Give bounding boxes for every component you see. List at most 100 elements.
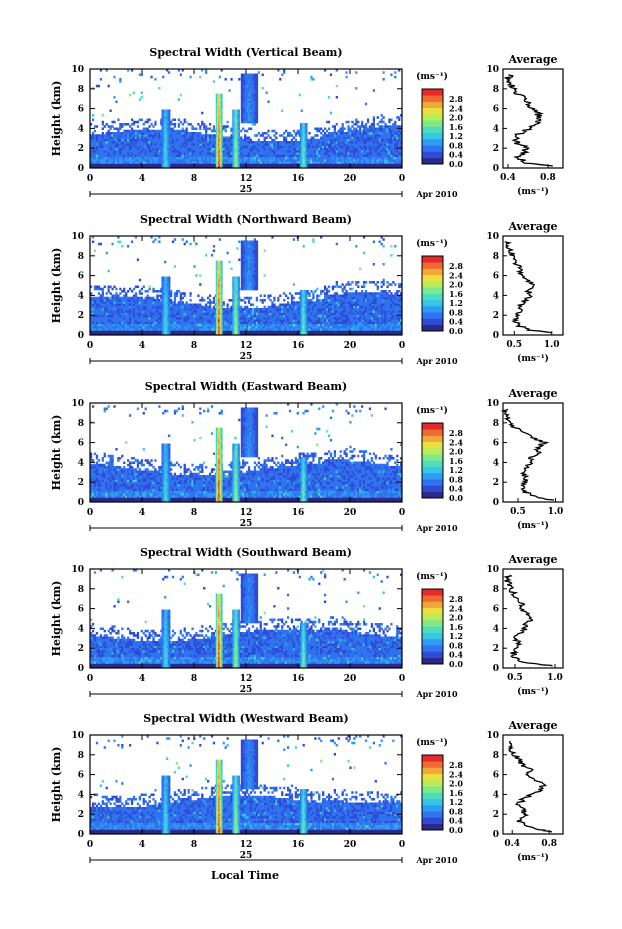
- avg-y-tick-label: 0: [493, 664, 499, 674]
- y-tick-label: 6: [78, 105, 84, 115]
- avg-y-tick-label: 6: [493, 272, 499, 282]
- x-tick-label: 4: [139, 508, 145, 518]
- average-unit: (ms⁻¹): [517, 186, 549, 197]
- date-label: Apr 2010: [415, 689, 458, 699]
- colorbar-tick-label: 2.8: [449, 760, 463, 770]
- avg-y-tick-label: 10: [486, 565, 499, 575]
- colorbar: (ms⁻¹) 0.00.40.81.21.62.02.42.8: [416, 737, 463, 835]
- y-axis-label: Height (km): [50, 415, 63, 491]
- colorbar-swatch: [422, 157, 443, 165]
- colorbar-tick-label: 2.4: [449, 103, 463, 113]
- colorbar-swatch: [422, 773, 443, 781]
- x-tick-label: 16: [292, 174, 305, 184]
- avg-x-tick-label: 1.0: [547, 673, 563, 683]
- colorbar-swatch: [422, 466, 443, 474]
- y-axis-label: Height (km): [50, 81, 63, 157]
- colorbar-swatch: [422, 107, 443, 115]
- avg-y-tick-label: 2: [493, 810, 499, 820]
- colorbar-swatch: [422, 639, 443, 646]
- x-tick-label: 0: [87, 508, 93, 518]
- avg-y-tick-label: 8: [493, 585, 499, 595]
- colorbar-tick-label: 2.0: [449, 447, 463, 457]
- colorbar-tick-label: 2.0: [449, 280, 463, 290]
- colorbar-tick-label: 0.4: [449, 317, 463, 327]
- colorbar-swatch: [422, 792, 443, 800]
- colorbar-swatch: [422, 755, 443, 762]
- avg-y-tick-label: 8: [493, 85, 499, 95]
- avg-y-tick-label: 6: [493, 771, 499, 781]
- colorbar-tick-label: 2.8: [449, 261, 463, 271]
- average-unit: (ms⁻¹): [517, 520, 549, 531]
- avg-y-tick-label: 8: [493, 252, 499, 262]
- x-tick-label: 16: [292, 840, 305, 850]
- avg-y-tick-label: 6: [493, 105, 499, 115]
- y-tick-label: 6: [78, 771, 84, 781]
- colorbar-tick-label: 1.2: [449, 797, 463, 807]
- average-title: Average: [507, 719, 557, 732]
- x-tick-label: 0: [87, 341, 93, 351]
- y-tick-label: 0: [78, 664, 84, 674]
- colorbar-swatch: [422, 479, 443, 486]
- x-tick-label: 0: [87, 174, 93, 184]
- avg-x-tick-label: 0.4: [500, 173, 516, 183]
- colorbar-swatch: [422, 324, 443, 332]
- x-tick-label: 0: [399, 174, 405, 184]
- x-tick-label: 16: [292, 508, 305, 518]
- y-tick-label: 4: [78, 624, 84, 634]
- x-tick-label: 12: [240, 674, 253, 684]
- average-unit: (ms⁻¹): [517, 852, 549, 863]
- colorbar-unit: (ms⁻¹): [416, 571, 448, 582]
- average-profile-plot: Average 0 2 4 6 8 10 0.5 1.0 (ms⁻¹): [486, 220, 564, 364]
- colorbar-swatch: [422, 620, 443, 627]
- y-tick-label: 8: [78, 419, 84, 429]
- colorbar-swatch: [422, 268, 443, 276]
- average-profile-plot: Average 0 2 4 6 8 10 0.4 0.8 (ms⁻¹): [486, 719, 564, 863]
- avg-x-tick-label: 0.8: [541, 839, 557, 849]
- date-day: 25: [240, 685, 253, 695]
- colorbar-swatch: [422, 312, 443, 319]
- average-title: Average: [507, 553, 557, 566]
- colorbar-tick-label: 0.0: [449, 659, 463, 669]
- avg-y-tick-label: 0: [493, 331, 499, 341]
- date-day: 25: [240, 352, 253, 362]
- x-tick-label: 20: [344, 840, 357, 850]
- avg-y-tick-label: 6: [493, 439, 499, 449]
- colorbar-swatch: [422, 287, 443, 294]
- colorbar-tick-label: 0.0: [449, 159, 463, 169]
- y-tick-label: 2: [78, 478, 84, 488]
- avg-y-tick-label: 4: [493, 624, 499, 634]
- colorbar-swatch: [422, 614, 443, 621]
- colorbar-tick-label: 2.8: [449, 94, 463, 104]
- colorbar-swatch: [422, 805, 443, 812]
- panel-title: Spectral Width (Vertical Beam): [149, 46, 342, 59]
- colorbar-tick-label: 1.6: [449, 456, 463, 466]
- colorbar-swatch: [422, 101, 443, 109]
- y-tick-label: 2: [78, 311, 84, 321]
- average-unit: (ms⁻¹): [517, 353, 549, 364]
- average-profile-line: [500, 408, 555, 501]
- colorbar-swatch: [422, 429, 443, 436]
- colorbar-swatch: [422, 645, 443, 652]
- colorbar-tick-label: 1.6: [449, 788, 463, 798]
- heatmap-field: [90, 735, 403, 835]
- x-tick-label: 0: [399, 341, 405, 351]
- x-tick-label: 0: [399, 840, 405, 850]
- x-tick-label: 8: [191, 341, 197, 351]
- colorbar-tick-label: 2.4: [449, 769, 463, 779]
- colorbar-swatch: [422, 817, 443, 825]
- heatmap-field: [90, 236, 403, 336]
- colorbar: (ms⁻¹) 0.00.40.81.21.62.02.42.8: [416, 238, 463, 336]
- colorbar-swatch: [422, 632, 443, 640]
- colorbar-swatch: [422, 120, 443, 127]
- colorbar-swatch: [422, 454, 443, 461]
- avg-x-tick-label: 1.0: [548, 507, 564, 517]
- avg-y-tick-label: 10: [486, 65, 499, 75]
- colorbar-swatch: [422, 767, 443, 775]
- colorbar-swatch: [422, 761, 443, 768]
- colorbar-swatch: [422, 798, 443, 806]
- colorbar-tick-label: 2.8: [449, 428, 463, 438]
- colorbar-swatch: [422, 491, 443, 499]
- colorbar-tick-label: 0.8: [449, 140, 463, 150]
- colorbar-swatch: [422, 256, 443, 263]
- colorbar: (ms⁻¹) 0.00.40.81.21.62.02.42.8: [416, 571, 463, 669]
